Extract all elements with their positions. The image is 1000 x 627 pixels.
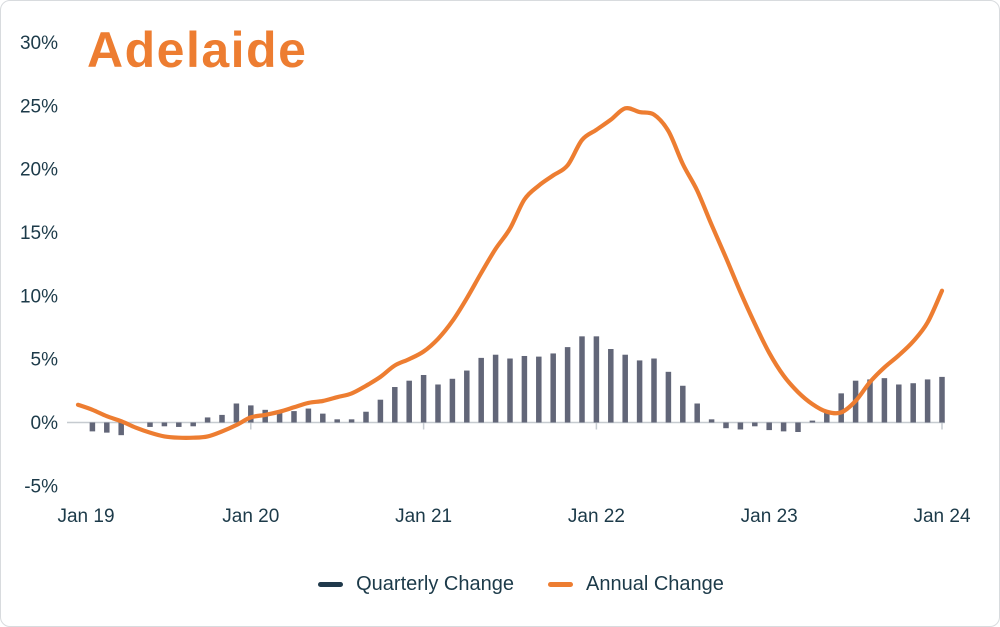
y-axis-label: 15%: [20, 223, 58, 244]
quarterly-change-bar: [104, 422, 110, 433]
chart-title: Adelaide: [87, 22, 308, 78]
quarterly-change-bar: [881, 378, 888, 423]
quarterly-change-bar: [636, 360, 643, 423]
quarterly-change-bar: [665, 371, 672, 423]
quarterly-change-bar: [320, 413, 326, 423]
quarterly-change-bar: [176, 422, 182, 427]
quarterly-change-bar: [276, 412, 283, 423]
quarterly-change-bar: [723, 422, 729, 429]
quarterly-change-bar: [924, 379, 931, 423]
quarterly-change-bar: [464, 370, 470, 423]
quarterly-change-bar: [449, 378, 456, 423]
quarterly-change-bar: [291, 411, 297, 423]
quarterly-change-bar: [564, 347, 571, 423]
quarterly-change-bar: [694, 403, 700, 423]
quarterly-change-bar: [651, 358, 657, 423]
quarterly-change-bar: [680, 385, 686, 423]
quarterly-change-bar: [910, 383, 916, 423]
quarterly-change-bar: [536, 356, 542, 423]
quarterly-change-bar: [392, 387, 398, 423]
x-axis-label: Jan 19: [57, 506, 114, 527]
quarterly-change-bar: [896, 384, 902, 423]
quarterly-change-bar: [305, 408, 312, 423]
quarterly-change-bar: [708, 419, 715, 423]
quarterly-change-bar: [161, 422, 168, 427]
quarterly-change-bar: [521, 355, 528, 423]
y-axis-label: 0%: [31, 413, 59, 434]
quarterly-change-bar: [766, 422, 772, 431]
quarterly-change-bar: [147, 422, 153, 427]
quarterly-change-bar: [377, 399, 384, 423]
chart-legend: Quarterly Change Annual Change: [1, 573, 999, 596]
annual-change-line: [75, 105, 945, 440]
quarterly-change-bar: [204, 417, 211, 423]
quarterly-change-bar: [737, 422, 744, 430]
y-axis-label: 25%: [20, 96, 58, 117]
quarterly-change-bar: [118, 422, 124, 436]
y-axis-label: 5%: [31, 350, 59, 371]
quarterly-change-bar: [608, 349, 614, 423]
quarterly-change-bar: [593, 336, 600, 423]
quarterly-change-bar: [550, 353, 556, 423]
quarterly-change-bar: [363, 411, 369, 423]
quarterly-change-bar: [492, 354, 499, 423]
quarterly-change-bar: [507, 358, 513, 423]
legend-label-quarterly: Quarterly Change: [356, 573, 514, 595]
x-axis-label: Jan 20: [222, 506, 279, 527]
x-axis-label: Jan 21: [395, 506, 452, 527]
quarterly-change-bar: [190, 422, 196, 427]
quarterly-change-bar: [622, 354, 628, 423]
quarterly-change-bar: [478, 357, 484, 423]
quarterly-change-bar: [219, 414, 225, 423]
quarterly-change-bar: [420, 374, 427, 423]
quarterly-change-bar: [89, 422, 96, 432]
annual-change-swatch-icon: [547, 582, 573, 587]
quarterly-change-bar: [348, 419, 355, 423]
y-axis-label: 30%: [20, 33, 58, 54]
quarterly-change-bar: [838, 393, 844, 423]
quarterly-change-bar: [809, 420, 816, 423]
quarterly-change-bar: [824, 411, 830, 423]
quarterly-change-bar: [435, 384, 441, 423]
y-axis-label: 20%: [20, 160, 58, 181]
quarterly-change-bar: [579, 336, 585, 423]
quarterly-change-bar: [406, 380, 412, 423]
legend-label-annual: Annual Change: [585, 573, 724, 595]
quarterly-change-bar: [233, 403, 240, 423]
quarterly-change-swatch-icon: [318, 582, 344, 587]
quarterly-change-bar: [780, 422, 787, 432]
quarterly-change-bar: [867, 379, 873, 423]
legend-item-annual: Annual Change: [547, 573, 724, 596]
x-axis-label: Jan 23: [741, 506, 798, 527]
x-axis-label: Jan 22: [568, 506, 625, 527]
quarterly-change-bar: [334, 419, 340, 423]
quarterly-change-bar: [752, 422, 758, 427]
quarterly-change-bar: [795, 422, 801, 433]
y-axis-label: -5%: [24, 476, 58, 497]
quarterly-change-bar: [248, 405, 254, 423]
x-axis-label: Jan 24: [913, 506, 970, 527]
quarterly-change-bar: [939, 376, 945, 423]
legend-item-quarterly: Quarterly Change: [318, 573, 514, 596]
y-axis-label: 10%: [20, 286, 58, 307]
